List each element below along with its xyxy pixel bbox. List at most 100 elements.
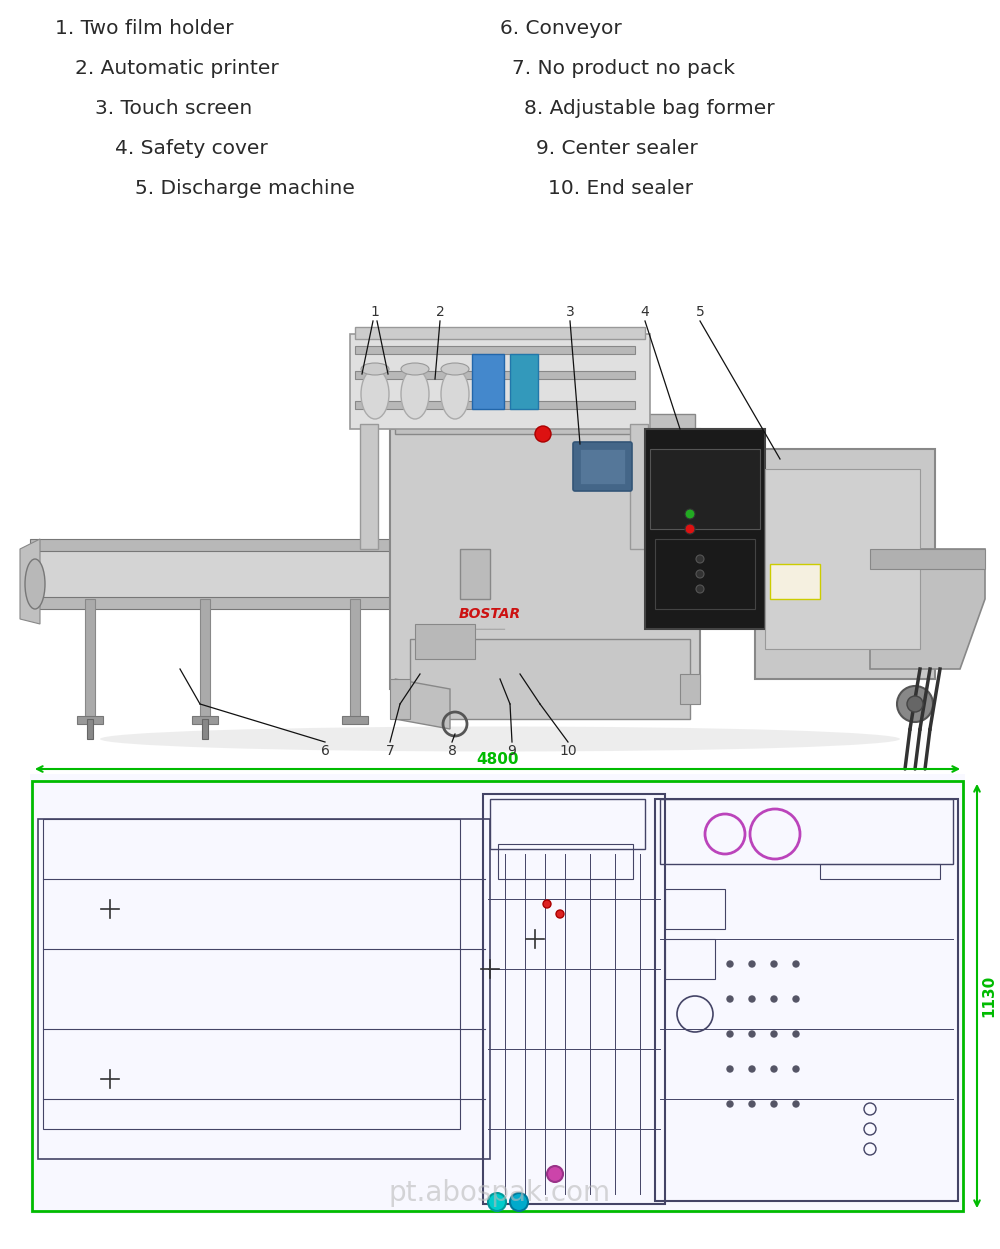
Bar xyxy=(655,540,755,610)
Text: 2: 2 xyxy=(436,305,444,318)
Text: 7: 7 xyxy=(386,744,394,758)
Bar xyxy=(355,371,635,378)
Bar xyxy=(202,719,208,739)
Circle shape xyxy=(771,1102,777,1107)
Circle shape xyxy=(556,911,564,918)
Ellipse shape xyxy=(401,368,429,418)
Circle shape xyxy=(897,686,933,722)
Bar xyxy=(192,716,218,724)
Circle shape xyxy=(771,995,777,1002)
Bar xyxy=(655,799,958,1202)
Circle shape xyxy=(771,1030,777,1037)
Text: 2. Automatic printer: 2. Automatic printer xyxy=(75,59,279,77)
Ellipse shape xyxy=(401,363,429,375)
Bar xyxy=(765,470,920,649)
Bar xyxy=(355,327,645,338)
Bar xyxy=(355,346,635,353)
Text: 4800: 4800 xyxy=(476,752,519,767)
Circle shape xyxy=(547,1167,563,1182)
Circle shape xyxy=(510,1193,528,1212)
Text: 8. Adjustable bag former: 8. Adjustable bag former xyxy=(524,99,775,117)
Text: 4: 4 xyxy=(641,305,649,318)
Bar xyxy=(77,716,103,724)
Text: 7. No product no pack: 7. No product no pack xyxy=(512,59,735,77)
Text: 8: 8 xyxy=(448,744,456,758)
Circle shape xyxy=(685,525,695,535)
Bar xyxy=(87,719,93,739)
Bar xyxy=(390,428,700,689)
Ellipse shape xyxy=(25,560,45,610)
Circle shape xyxy=(749,1065,755,1072)
Circle shape xyxy=(793,1065,799,1072)
Bar xyxy=(580,448,625,485)
Circle shape xyxy=(685,510,695,520)
Circle shape xyxy=(727,995,733,1002)
Text: pt.abospak.com: pt.abospak.com xyxy=(389,1179,611,1207)
Bar xyxy=(85,600,95,719)
Bar xyxy=(38,819,490,1159)
Text: 9: 9 xyxy=(508,744,516,758)
Circle shape xyxy=(488,1193,506,1212)
Circle shape xyxy=(727,1030,733,1037)
Bar xyxy=(395,413,695,433)
Bar xyxy=(650,448,760,530)
Circle shape xyxy=(907,696,923,712)
Text: 6. Conveyor: 6. Conveyor xyxy=(500,19,622,37)
FancyBboxPatch shape xyxy=(573,442,632,491)
Text: 10. End sealer: 10. End sealer xyxy=(548,179,693,199)
Bar xyxy=(390,679,410,719)
Circle shape xyxy=(771,1065,777,1072)
Ellipse shape xyxy=(361,363,389,375)
Circle shape xyxy=(696,555,704,563)
Bar xyxy=(665,939,715,979)
Circle shape xyxy=(727,1102,733,1107)
Polygon shape xyxy=(20,540,40,624)
Text: 10: 10 xyxy=(559,744,577,758)
Polygon shape xyxy=(870,550,985,669)
Circle shape xyxy=(696,585,704,593)
Text: 1: 1 xyxy=(371,305,379,318)
Text: 1130: 1130 xyxy=(981,975,996,1017)
Bar xyxy=(770,565,820,600)
Circle shape xyxy=(749,1102,755,1107)
Circle shape xyxy=(749,995,755,1002)
Bar xyxy=(645,428,765,629)
Circle shape xyxy=(793,1030,799,1037)
Bar xyxy=(30,774,965,1214)
Bar xyxy=(350,333,650,428)
Circle shape xyxy=(727,960,733,967)
Bar xyxy=(342,716,368,724)
Circle shape xyxy=(535,426,551,442)
Text: 5: 5 xyxy=(696,305,704,318)
Text: 9. Center sealer: 9. Center sealer xyxy=(536,139,698,159)
Text: 1. Two film holder: 1. Two film holder xyxy=(55,19,234,37)
Polygon shape xyxy=(395,679,450,729)
Bar xyxy=(510,353,538,408)
Bar xyxy=(32,781,963,1212)
Circle shape xyxy=(749,1030,755,1037)
Bar xyxy=(355,401,635,408)
Bar xyxy=(410,639,690,719)
Bar xyxy=(483,794,665,1204)
Bar xyxy=(660,799,953,864)
Circle shape xyxy=(727,1065,733,1072)
Bar xyxy=(30,550,470,600)
Text: 4. Safety cover: 4. Safety cover xyxy=(115,139,268,159)
Circle shape xyxy=(749,960,755,967)
Circle shape xyxy=(793,995,799,1002)
Ellipse shape xyxy=(441,368,469,418)
Text: ━━━━━━: ━━━━━━ xyxy=(475,624,505,633)
Bar xyxy=(665,889,725,929)
Bar xyxy=(870,550,985,570)
Bar xyxy=(680,674,700,704)
Circle shape xyxy=(793,1102,799,1107)
Bar xyxy=(460,550,490,600)
Circle shape xyxy=(771,960,777,967)
Bar xyxy=(472,353,504,408)
Ellipse shape xyxy=(100,727,900,752)
Bar xyxy=(755,448,935,679)
Bar xyxy=(200,600,210,719)
Bar xyxy=(490,799,645,849)
Bar xyxy=(820,864,940,879)
Bar xyxy=(30,540,470,551)
